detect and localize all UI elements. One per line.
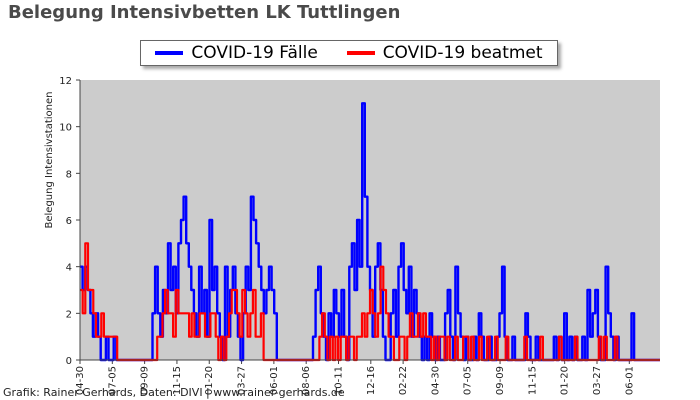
x-tick-label: 06-01 xyxy=(624,366,635,395)
x-tick-label: 12-16 xyxy=(366,366,377,395)
x-tick-label: 01-20 xyxy=(204,366,215,395)
legend-item-faelle: COVID-19 Fälle xyxy=(155,43,318,63)
x-tick-label: 01-20 xyxy=(560,366,571,395)
chart-legend: COVID-19 Fälle COVID-19 beatmet xyxy=(140,40,558,66)
x-tick-label: 03-27 xyxy=(592,366,603,395)
y-tick-label: 8 xyxy=(66,169,72,180)
y-tick-label: 4 xyxy=(66,263,72,274)
series-group xyxy=(80,102,660,362)
credit-text: Grafik: Rainer Gerhards, Daten: DIVI | w… xyxy=(3,386,345,399)
x-tick-label: 04-30 xyxy=(75,366,86,395)
x-tick-label: 04-30 xyxy=(430,366,441,395)
chart-title: Belegung Intensivbetten LK Tuttlingen xyxy=(8,2,401,23)
x-tick-label: 11-15 xyxy=(172,366,183,395)
x-tick-label: 10-11 xyxy=(333,366,344,395)
x-tick-label: 03-27 xyxy=(237,366,248,395)
plot-area xyxy=(80,80,660,360)
legend-item-beatmet: COVID-19 beatmet xyxy=(346,43,543,63)
y-tick-label: 10 xyxy=(59,123,72,134)
legend-swatch-faelle xyxy=(155,51,184,55)
y-tick-label: 0 xyxy=(66,356,72,367)
x-tick-label: 06-01 xyxy=(269,366,280,395)
x-tick-label: 08-06 xyxy=(301,366,312,395)
y-axis: 0 2 4 6 8 10 12 xyxy=(59,76,80,367)
series-line-faelle xyxy=(80,102,660,362)
x-tick-label: 11-15 xyxy=(527,366,538,395)
x-tick-label: 09-09 xyxy=(140,366,151,395)
x-axis: 04-30 07-05 09-09 11-15 01-20 03-27 06-01 08-06… xyxy=(75,360,635,395)
legend-swatch-beatmet xyxy=(346,51,375,55)
series-line-beatmet xyxy=(80,242,660,362)
x-tick-label: 02-22 xyxy=(398,366,409,395)
legend-label-faelle: COVID-19 Fälle xyxy=(191,43,318,63)
x-tick-label: 07-05 xyxy=(107,366,118,395)
y-tick-label: 12 xyxy=(59,76,72,87)
legend-label-beatmet: COVID-19 beatmet xyxy=(382,43,543,63)
y-tick-label: 6 xyxy=(66,216,72,227)
x-tick-label: 09-09 xyxy=(495,366,506,395)
y-tick-label: 2 xyxy=(66,309,72,320)
y-axis-title: Belegung Intensivstationen xyxy=(44,91,55,228)
x-tick-label: 07-05 xyxy=(463,366,474,395)
